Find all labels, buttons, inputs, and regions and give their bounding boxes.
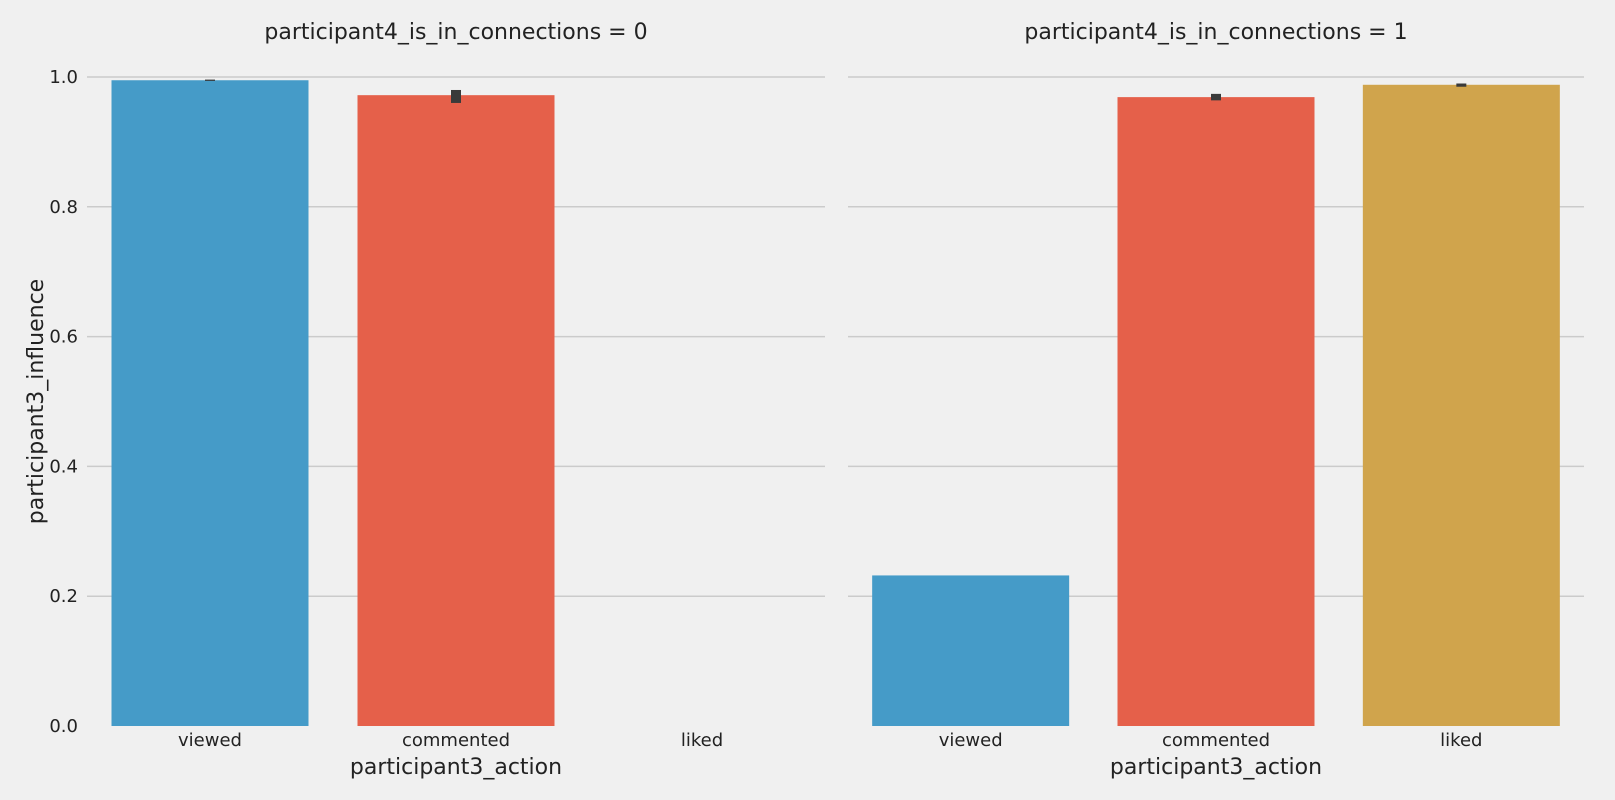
x-axis-label: participant3_action [1110, 755, 1322, 780]
x-tick-label: commented [1162, 730, 1270, 751]
panel-title: participant4_is_in_connections = 1 [1024, 20, 1407, 45]
panel-title: participant4_is_in_connections = 0 [264, 20, 647, 45]
bar-commented[interactable] [1117, 97, 1315, 726]
x-axis-label: participant3_action [350, 755, 562, 780]
x-tick-label: liked [1440, 730, 1482, 751]
bar-liked[interactable] [1362, 84, 1560, 726]
bar-viewed[interactable] [111, 80, 309, 727]
y-tick-label: 0.6 [49, 327, 78, 348]
bar-commented[interactable] [357, 95, 555, 726]
y-axis-label: participant3_influence [24, 279, 49, 524]
y-tick-label: 0.0 [49, 716, 78, 737]
y-tick-label: 1.0 [49, 67, 78, 88]
y-tick-label: 0.8 [49, 197, 78, 218]
y-tick-label: 0.4 [49, 456, 78, 477]
y-tick-label: 0.2 [49, 586, 78, 607]
x-tick-label: viewed [178, 730, 242, 751]
x-tick-label: commented [402, 730, 510, 751]
bar-viewed[interactable] [872, 575, 1070, 726]
x-tick-label: liked [681, 730, 723, 751]
x-tick-label: viewed [939, 730, 1003, 751]
